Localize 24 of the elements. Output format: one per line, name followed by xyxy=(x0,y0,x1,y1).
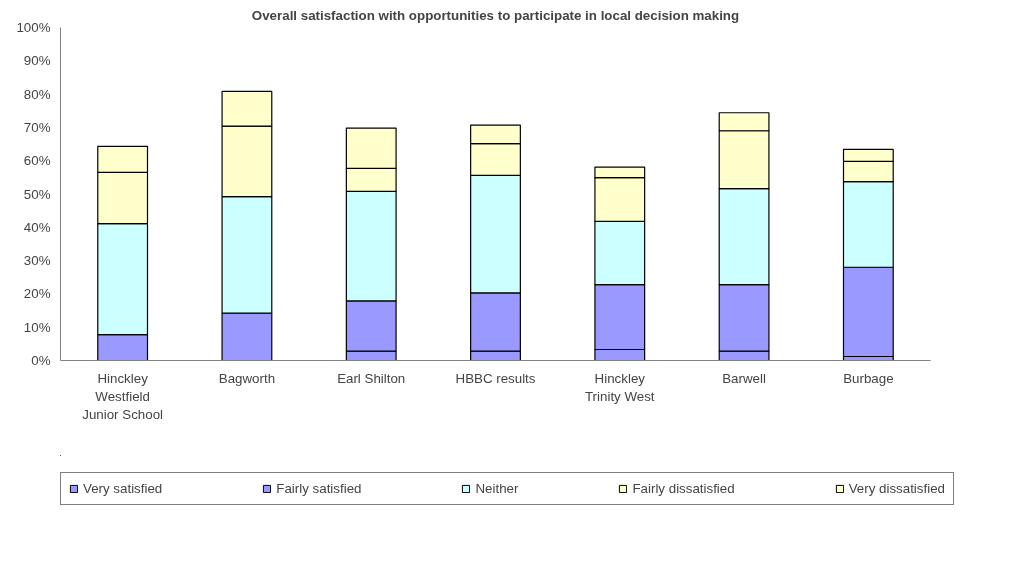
legend-label: Fairly satisfied xyxy=(276,481,362,496)
x-tick-label: Barwell xyxy=(722,370,766,386)
y-tick-label: 30% xyxy=(23,253,51,269)
y-tick-label: 100% xyxy=(16,20,51,35)
x-tick-label: Bagworth xyxy=(218,370,276,386)
x-tick-label: Hinckley Westfield Junior School xyxy=(82,370,164,422)
y-tick-label: 50% xyxy=(23,186,51,202)
legend-label: Very dissatisfied xyxy=(848,481,945,496)
chart-title: Overall satisfaction with opportunities to participate in local decision making xyxy=(251,7,740,23)
x-tick-label: Hinckley Trinity West xyxy=(584,370,655,404)
y-tick-label: 0% xyxy=(31,353,51,368)
legend-label: Neither xyxy=(475,481,519,496)
y-tick-label: 10% xyxy=(23,319,51,335)
y-tick-label: 70% xyxy=(23,119,51,135)
legend-label: Fairly dissatisfied xyxy=(632,481,735,496)
y-tick-label: 40% xyxy=(23,219,51,235)
y-tick-label: 60% xyxy=(23,153,51,169)
y-tick-label: 80% xyxy=(23,86,51,102)
y-tick-label: 90% xyxy=(23,53,51,69)
x-tick-label: Burbage xyxy=(843,370,894,386)
x-tick-label: Earl Shilton xyxy=(337,370,406,386)
x-tick-label: HBBC results xyxy=(455,370,536,386)
legend-label: Very satisfied xyxy=(83,481,163,496)
y-tick-label: 20% xyxy=(23,286,51,302)
